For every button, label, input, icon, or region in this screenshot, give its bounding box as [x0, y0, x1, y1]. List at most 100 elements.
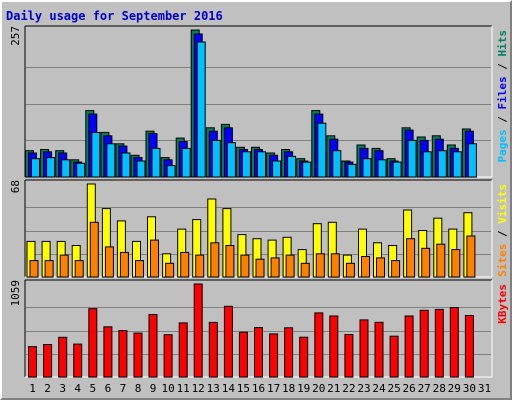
bar-pages-day-26: [407, 139, 417, 178]
bar-kbytes-day-10: [163, 334, 173, 378]
bar-sites-day-24: [376, 257, 385, 278]
bar-kbytes-day-6: [103, 326, 113, 378]
legend-item-kbytes: KBytes: [496, 284, 509, 324]
legend-separator: /: [496, 110, 509, 130]
bar-pages-day-13: [211, 139, 221, 178]
bar-kbytes-day-13: [208, 321, 218, 378]
bar-pages-day-25: [392, 161, 402, 178]
bar-kbytes-day-9: [148, 314, 158, 378]
x-tick-label-day-3: 3: [59, 382, 66, 395]
bar-kbytes-day-20: [314, 312, 324, 378]
bar-pages-day-12: [196, 41, 206, 178]
bar-sites-day-4: [74, 260, 84, 278]
bar-kbytes-day-25: [389, 335, 399, 378]
bar-pages-day-27: [422, 151, 432, 178]
x-tick-label-day-6: 6: [105, 382, 112, 395]
bar-kbytes-day-11: [178, 322, 188, 378]
bar-kbytes-day-17: [269, 333, 279, 378]
bar-kbytes-day-27: [419, 309, 429, 378]
panel-hits-files-pages: 257 Pages / Files / Hits: [9, 25, 509, 178]
legend-hits-files-pages: Pages / Files / Hits: [496, 30, 509, 163]
bar-pages-day-2: [46, 157, 56, 178]
bar-kbytes-day-30: [464, 315, 474, 378]
bar-sites-day-29: [451, 249, 461, 278]
x-tick-label-day-9: 9: [150, 382, 157, 395]
legend-item-hits: Hits: [496, 30, 509, 57]
legend-separator: /: [496, 57, 509, 77]
bar-kbytes-day-26: [404, 315, 414, 378]
bar-kbytes-day-18: [284, 327, 294, 378]
bar-kbytes-day-7: [118, 330, 128, 378]
bar-pages-day-7: [121, 152, 131, 178]
x-axis-labels: 1 2 3 4 5 6 7 8 9 10 11 12 13 14 15 16 17 18 19 20 21 22 23 24 2…: [29, 382, 491, 395]
legend-kbytes: KBytes: [496, 284, 509, 324]
legend-item-sites: Sites: [496, 244, 509, 277]
x-tick-label-day-22: 22: [342, 382, 355, 395]
x-tick-label-day-5: 5: [89, 382, 96, 395]
bar-sites-day-9: [150, 239, 159, 278]
ymax-label-hits-files-pages: 257: [9, 26, 22, 46]
bar-pages-day-24: [377, 159, 387, 178]
x-tick-label-day-12: 12: [192, 382, 205, 395]
legend-visits-sites: Sites / Visits: [496, 184, 509, 277]
x-tick-label-day-28: 28: [433, 382, 446, 395]
bar-pages-day-1: [31, 158, 40, 178]
x-tick-label-day-27: 27: [418, 382, 431, 395]
legend-item-pages: Pages: [496, 129, 509, 162]
x-tick-label-day-25: 25: [387, 382, 400, 395]
bar-pages-day-22: [347, 163, 357, 178]
bar-sites-day-19: [300, 262, 310, 278]
bar-sites-day-10: [165, 262, 175, 278]
x-tick-label-day-19: 19: [297, 382, 310, 395]
bar-pages-day-11: [181, 147, 191, 178]
bar-pages-day-4: [76, 162, 86, 178]
x-tick-label-day-26: 26: [402, 382, 415, 395]
x-tick-label-day-13: 13: [207, 382, 220, 395]
bar-sites-day-15: [240, 254, 250, 278]
bar-pages-day-17: [272, 160, 282, 178]
bar-pages-day-18: [287, 155, 297, 178]
bar-pages-day-6: [106, 143, 116, 178]
bar-sites-day-26: [406, 238, 416, 278]
x-tick-label-day-23: 23: [357, 382, 370, 395]
bar-kbytes-day-1: [28, 346, 37, 378]
bar-sites-day-21: [330, 253, 340, 278]
bar-kbytes-day-5: [88, 308, 98, 378]
x-tick-label-day-18: 18: [282, 382, 295, 395]
x-tick-label-day-10: 10: [161, 382, 174, 395]
bar-sites-day-13: [210, 242, 220, 278]
bar-sites-day-27: [421, 247, 431, 278]
bar-sites-day-6: [104, 246, 114, 278]
bar-pages-day-19: [302, 161, 312, 178]
x-tick-label-day-30: 30: [463, 382, 476, 395]
legend-item-files: Files: [496, 76, 509, 109]
bar-sites-day-11: [180, 251, 190, 278]
bar-sites-day-2: [44, 260, 54, 278]
bar-kbytes-day-12: [193, 283, 203, 378]
bar-pages-day-21: [332, 150, 342, 178]
bar-pages-day-29: [452, 151, 462, 178]
bar-sites-day-28: [436, 243, 446, 278]
bar-pages-day-8: [136, 160, 146, 178]
bar-sites-day-1: [29, 260, 39, 278]
x-tick-label-day-14: 14: [222, 382, 236, 395]
bar-kbytes-day-21: [329, 315, 339, 378]
ymax-label-kbytes: 1059: [9, 280, 22, 307]
bar-pages-day-28: [437, 150, 447, 178]
bar-pages-day-30: [467, 143, 477, 178]
bar-sites-day-23: [361, 256, 370, 278]
bar-sites-day-25: [391, 260, 401, 278]
bar-sites-day-20: [315, 253, 325, 278]
x-tick-label-day-31: 31: [478, 382, 491, 395]
bar-sites-day-8: [135, 260, 144, 278]
legend-separator: /: [496, 224, 509, 244]
x-tick-label-day-15: 15: [237, 382, 250, 395]
bar-sites-day-17: [270, 257, 280, 278]
bar-pages-day-14: [226, 142, 236, 178]
x-tick-label-day-8: 8: [135, 382, 142, 395]
bar-kbytes-day-14: [223, 305, 233, 378]
bar-sites-day-22: [345, 262, 355, 278]
bar-kbytes-day-23: [359, 319, 369, 378]
bar-kbytes-day-29: [449, 307, 459, 378]
bar-kbytes-day-19: [299, 336, 309, 378]
